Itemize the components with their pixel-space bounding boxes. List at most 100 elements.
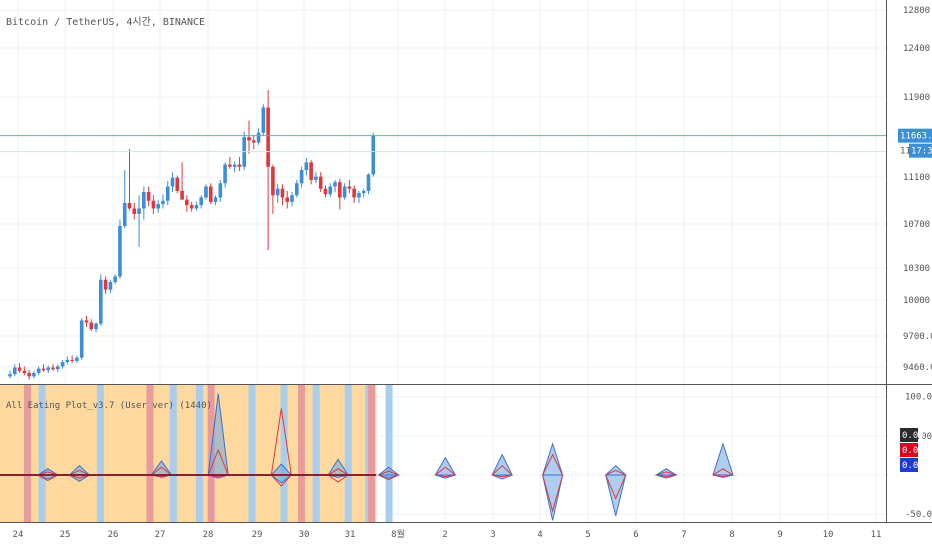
main-chart-title: Bitcoin / TetherUS, 4시간, BINANCE bbox=[6, 17, 206, 28]
candle-body bbox=[338, 182, 342, 198]
candle-body bbox=[113, 276, 117, 282]
blue-band bbox=[169, 385, 177, 522]
last-price-line bbox=[0, 135, 886, 153]
red-spike bbox=[378, 470, 399, 476]
value-badge bbox=[900, 443, 918, 457]
value-badge-text: 0.00 bbox=[902, 446, 924, 456]
red-spike bbox=[37, 471, 59, 476]
candle-body bbox=[208, 186, 213, 202]
x-tick-label: 4 bbox=[537, 530, 542, 540]
red-band bbox=[298, 385, 306, 522]
candle-body bbox=[223, 164, 227, 184]
candle-body bbox=[309, 162, 313, 180]
candle-body bbox=[185, 199, 189, 206]
candle-body bbox=[357, 193, 361, 198]
price-tick-label: 10000.00 bbox=[903, 296, 932, 306]
candle-body bbox=[213, 197, 218, 202]
price-tick-label: 9700.00 bbox=[903, 332, 932, 342]
candle-body bbox=[146, 192, 151, 201]
red-spike bbox=[491, 464, 513, 476]
indicator-series bbox=[0, 393, 734, 521]
x-tick-label: 27 bbox=[155, 530, 166, 540]
candle-body bbox=[232, 164, 237, 167]
candle-body bbox=[361, 190, 366, 194]
candle-body bbox=[94, 323, 98, 330]
blue-spike bbox=[712, 442, 734, 476]
x-tick-label: 7 bbox=[681, 530, 686, 540]
candle-body bbox=[251, 140, 256, 143]
red-band bbox=[146, 385, 154, 522]
indicator-tick-label: 50.00 bbox=[905, 432, 932, 442]
candle-body bbox=[342, 186, 347, 198]
candle-body bbox=[12, 367, 17, 375]
x-tick-label: 8월 bbox=[391, 528, 405, 540]
candle-body bbox=[290, 195, 294, 202]
countdown-badge bbox=[909, 143, 932, 158]
candle-body bbox=[161, 200, 165, 205]
candle-body bbox=[22, 370, 27, 374]
candle-body bbox=[237, 164, 242, 167]
candle-body bbox=[89, 322, 94, 330]
red-spike-neg bbox=[492, 474, 513, 478]
x-tick-label: 26 bbox=[108, 530, 119, 540]
blue-band bbox=[385, 385, 393, 522]
candle-body bbox=[189, 205, 194, 209]
indicator-title: All Eating Plot_v3.7 (User ver) (1440) bbox=[6, 401, 212, 411]
candle-body bbox=[27, 373, 31, 377]
red-spike bbox=[542, 453, 564, 476]
red-spike-neg bbox=[69, 474, 90, 479]
red-spike bbox=[605, 469, 626, 476]
candle-body bbox=[170, 177, 175, 187]
x-tick-label: 24 bbox=[13, 530, 24, 540]
candle-body bbox=[218, 183, 223, 198]
candle-body bbox=[8, 374, 12, 377]
red-spike bbox=[207, 448, 229, 476]
x-tick-label: 10 bbox=[823, 530, 834, 540]
candle-body bbox=[180, 190, 184, 200]
candle-body bbox=[122, 202, 127, 227]
value-badge bbox=[900, 458, 918, 472]
indicator-tick-label: 100.00 bbox=[905, 393, 932, 403]
candle-body bbox=[70, 359, 74, 361]
x-tick-label: 5 bbox=[585, 530, 590, 540]
candle-body bbox=[137, 208, 141, 214]
candle-body bbox=[99, 279, 103, 324]
candle-body bbox=[165, 186, 170, 201]
candle-body bbox=[79, 320, 84, 358]
last-price-text: 11663.47 bbox=[900, 132, 932, 142]
indicator-tick-label: -50.00 bbox=[905, 510, 932, 520]
red-spike bbox=[656, 471, 677, 476]
candle-body bbox=[151, 200, 156, 209]
candle-body bbox=[118, 226, 122, 277]
x-tick-label: 31 bbox=[345, 530, 356, 540]
red-spike-neg bbox=[378, 474, 399, 481]
x-tick-label: 25 bbox=[60, 530, 71, 540]
candle-body bbox=[32, 373, 36, 377]
candle-body bbox=[132, 208, 137, 214]
candle-body bbox=[323, 188, 328, 195]
candle-body bbox=[199, 197, 203, 206]
candle-body bbox=[333, 182, 337, 187]
candle-body bbox=[46, 367, 51, 371]
candle-body bbox=[275, 188, 280, 196]
candle-body bbox=[103, 279, 108, 290]
candle-body bbox=[156, 204, 160, 209]
price-tick-labels: 12800.0012400.0011900.0011100.0010700.00… bbox=[898, 6, 932, 520]
candle-body bbox=[256, 132, 261, 143]
x-tick-label: 30 bbox=[299, 530, 310, 540]
price-tick-label: 11100.00 bbox=[903, 173, 932, 183]
x-tick-label: 8 bbox=[729, 530, 734, 540]
red-spike bbox=[435, 466, 456, 476]
blue-spike-neg bbox=[542, 474, 564, 521]
red-spike-neg bbox=[712, 474, 734, 478]
red-spike-neg bbox=[542, 474, 564, 513]
candle-body bbox=[314, 176, 318, 180]
red-spike-neg bbox=[605, 474, 627, 500]
candle-body bbox=[75, 357, 79, 361]
blue-spike bbox=[541, 442, 564, 476]
red-spike-neg bbox=[656, 474, 677, 478]
countdown-text: 17:37 bbox=[911, 147, 932, 157]
red-spike bbox=[69, 469, 90, 476]
red-spike bbox=[712, 468, 734, 476]
